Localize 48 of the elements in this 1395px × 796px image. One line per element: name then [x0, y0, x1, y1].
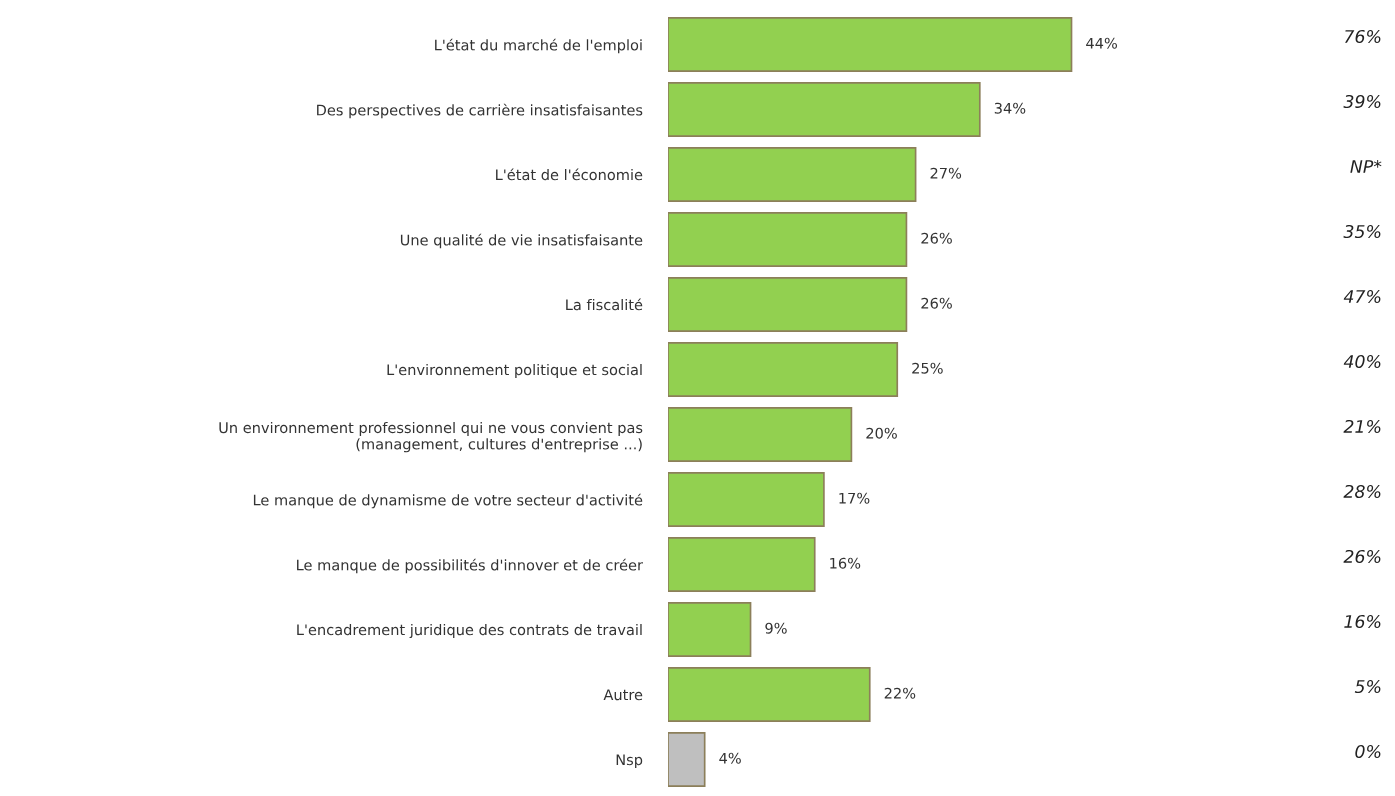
bar: [668, 277, 908, 332]
text: 16%: [1344, 614, 1381, 629]
text: 47%: [1343, 289, 1381, 304]
data-label: 16%: [830, 557, 861, 569]
y-tick-label: Le manque de possibilités d'innover et de créer: [297, 558, 643, 574]
text: NP*: [1350, 159, 1382, 173]
text: 26%: [1343, 549, 1381, 564]
bar: [668, 17, 1073, 72]
bar: [668, 82, 981, 137]
text: 35%: [1343, 224, 1381, 239]
y-tick-label: La fiscalité: [566, 298, 643, 311]
bar: [668, 667, 871, 722]
y-tick-label: Autre: [603, 689, 643, 701]
data-label: 9%: [765, 622, 787, 634]
text: 21%: [1343, 419, 1381, 434]
data-label: 22%: [884, 687, 916, 699]
y-tick-label: Le manque de dynamisme de votre secteur d'activité: [253, 493, 643, 509]
bar: [668, 212, 908, 267]
y-tick-label: L'encadrement juridique des contrats de travail: [297, 623, 642, 639]
y-tick-label: Une qualité de vie insatisfaisante: [400, 233, 643, 249]
data-label: 34%: [994, 102, 1026, 114]
y-tick-label: Des perspectives de carrière insatisfaisantes: [317, 103, 643, 119]
bar: [668, 537, 816, 592]
y-tick-label: L'environnement politique et social: [387, 363, 642, 379]
bar: [668, 342, 899, 397]
text: 28%: [1343, 484, 1381, 499]
data-label: 20%: [866, 427, 897, 439]
bar: [668, 407, 853, 462]
bar: [668, 472, 825, 527]
y-tick-label: L'état de l'économie: [496, 168, 643, 181]
data-label: 17%: [839, 492, 870, 504]
data-label: 4%: [719, 752, 741, 764]
y-tick-label: L'état du marché de l'emploi: [435, 38, 642, 54]
text: 0%: [1355, 744, 1381, 759]
data-label: 25%: [912, 362, 943, 374]
bar: [668, 147, 917, 202]
text: 39%: [1343, 94, 1381, 109]
text: 5%: [1354, 679, 1381, 694]
data-label: 44%: [1086, 37, 1118, 49]
y-tick-label: Nsp: [616, 754, 643, 769]
bar: [668, 602, 752, 657]
y-tick-label: Un environnement professionnel qui ne vous convient pas (management, cultures d'entreprise ...): [219, 421, 643, 453]
text: 40%: [1343, 354, 1381, 369]
data-label: 26%: [921, 297, 952, 309]
data-label: 27%: [930, 167, 962, 179]
text: 76%: [1345, 29, 1381, 44]
data-label: 26%: [921, 232, 952, 244]
bar: [668, 732, 706, 787]
